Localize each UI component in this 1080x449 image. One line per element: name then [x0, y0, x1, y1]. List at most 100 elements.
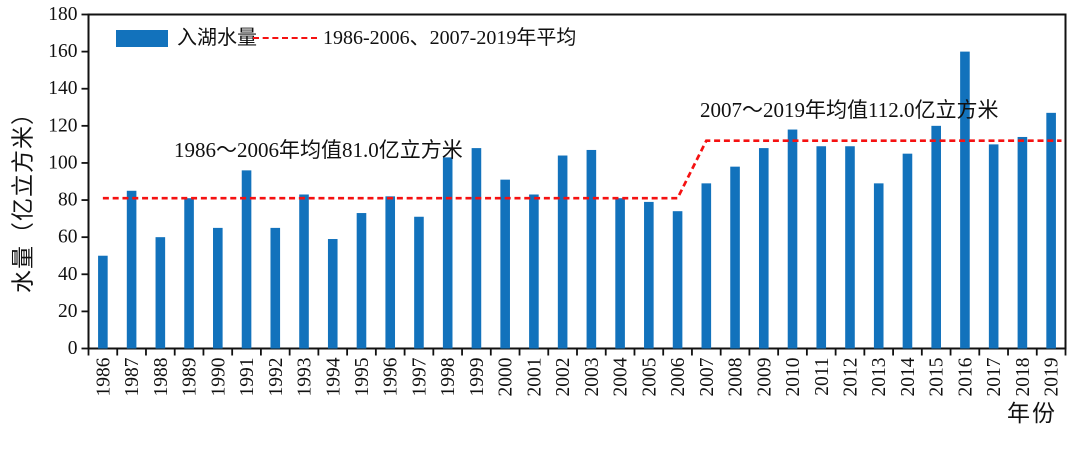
x-tick-label-group: 1994: [323, 357, 344, 396]
bar-2010: [787, 129, 798, 349]
annotation-2007-2019-average: 2007～2019年均值112.0亿立方米: [700, 98, 999, 122]
x-tick-label-group: 2015: [927, 358, 948, 397]
x-tick-label: 1993: [295, 358, 316, 397]
x-tick-label-group: 2001: [524, 358, 545, 397]
x-tick-label-group: 1987: [122, 357, 143, 396]
bar-1989: [184, 198, 194, 349]
x-tick-label: 2016: [955, 357, 976, 396]
bar-2000: [500, 179, 510, 349]
bar-1999: [471, 148, 482, 349]
x-axis-title: 年份: [1007, 401, 1057, 426]
x-tick-label: 1999: [467, 358, 488, 397]
bar-2004: [615, 198, 625, 349]
bar-2012: [845, 146, 855, 349]
x-tick-label-group: 2016: [955, 357, 976, 396]
annotation-1986-2006-average: 1986～2006年均值81.0亿立方米: [174, 138, 463, 162]
x-tick-label-group: 1991: [237, 358, 258, 397]
bar-1997: [414, 216, 424, 349]
y-tick-label: 140: [48, 78, 77, 99]
y-tick-label: 80: [58, 190, 78, 211]
x-tick-label: 1998: [438, 358, 459, 397]
x-tick-label-group: 2006: [668, 357, 689, 396]
x-tick-label: 1988: [151, 358, 172, 397]
x-tick-label: 2008: [726, 358, 747, 397]
x-tick-label: 2004: [611, 357, 632, 396]
plot-border: [87, 13, 1067, 350]
x-tick-label-group: 1995: [352, 358, 373, 397]
y-tick-label: 180: [48, 4, 77, 25]
x-tick-label: 1990: [208, 358, 229, 397]
x-tick-label-group: 2005: [639, 358, 660, 397]
y-tick-label: 40: [58, 264, 78, 285]
x-tick-label-group: 2012: [840, 358, 861, 397]
bar-2013: [873, 183, 884, 349]
x-tick-label: 1991: [237, 358, 258, 397]
x-tick-label: 2003: [582, 358, 603, 397]
x-tick-label: 1995: [352, 358, 373, 397]
x-tick-label: 2007: [697, 357, 718, 396]
bar-1986: [98, 255, 108, 349]
bar-2002: [557, 155, 568, 349]
x-tick-label: 2005: [639, 358, 660, 397]
bar-2008: [730, 166, 740, 349]
bar-1992: [270, 227, 281, 349]
y-tick-label: 60: [58, 227, 78, 248]
bar-2017: [988, 144, 999, 349]
x-tick-label: 2010: [783, 358, 804, 397]
x-tick-label-group: 2018: [1013, 358, 1034, 397]
y-tick-label: 0: [68, 338, 78, 359]
x-tick-label-group: 2002: [553, 358, 574, 397]
bar-2003: [586, 149, 597, 349]
x-tick-label-group: 2003: [582, 358, 603, 397]
x-tick-label-group: 1997: [409, 357, 430, 396]
bar-2006: [672, 211, 683, 349]
x-tick-label-group: 1988: [151, 358, 172, 397]
x-tick-label: 2012: [840, 358, 861, 397]
x-tick-label-group: 1998: [438, 358, 459, 397]
x-tick-label-group: 2009: [754, 358, 775, 397]
y-tick-label: 20: [58, 301, 78, 322]
bar-2005: [644, 201, 654, 349]
legend-average-line-label: 1986-2006、2007-2019年平均: [323, 27, 577, 49]
x-tick-label: 2013: [869, 358, 890, 397]
x-tick-label: 2019: [1042, 358, 1063, 397]
average-step-line: [102, 139, 1062, 200]
x-tick-label-group: 2017: [984, 357, 1005, 396]
x-tick-label: 2002: [553, 358, 574, 397]
x-tick-label-group: 1996: [381, 357, 402, 396]
bar-1987: [126, 190, 137, 349]
x-tick-label-group: 2013: [869, 358, 890, 397]
bar-1991: [241, 170, 252, 349]
y-tick-label: 100: [48, 152, 77, 173]
legend-bar-label: 入湖水量: [177, 27, 257, 49]
x-tick-label-group: 2011: [812, 358, 833, 396]
x-tick-label-group: 2010: [783, 358, 804, 397]
y-tick-label: 120: [48, 115, 77, 136]
bar-2007: [701, 183, 712, 349]
bar-1993: [299, 194, 309, 349]
bar-2014: [902, 153, 913, 349]
x-tick-label: 2009: [754, 358, 775, 397]
x-tick-label-group: 1990: [208, 358, 229, 397]
x-tick-label-group: 2000: [496, 358, 517, 397]
x-tick-label-group: 2007: [697, 357, 718, 396]
bar-1994: [327, 239, 338, 349]
x-tick-label: 1992: [266, 358, 287, 397]
bar-2019: [1046, 112, 1056, 349]
bar-2018: [1017, 136, 1028, 349]
x-tick-label: 2018: [1013, 358, 1034, 397]
x-tick-label-group: 1999: [467, 358, 488, 397]
x-tick-label: 2006: [668, 357, 689, 396]
x-tick-label: 2015: [927, 358, 948, 397]
bar-2016: [960, 51, 970, 349]
x-tick-label: 1989: [180, 358, 201, 397]
bar-2009: [758, 148, 769, 349]
x-tick-label: 2014: [898, 357, 919, 396]
bar-1990: [213, 227, 223, 349]
x-tick-label-group: 1993: [295, 358, 316, 397]
bar-2001: [529, 194, 539, 349]
x-tick-label-group: 2004: [611, 357, 632, 396]
x-tick-label: 1986: [93, 357, 114, 396]
